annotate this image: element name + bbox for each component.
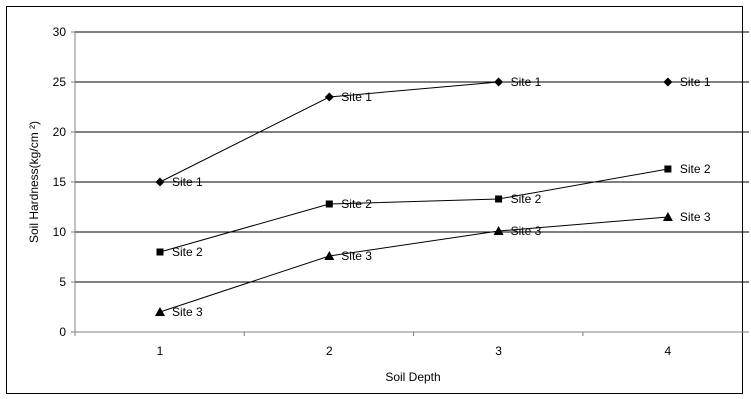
data-point-site-1: [494, 77, 504, 87]
y-tick-label: 15: [53, 175, 67, 189]
data-point-site-3: [324, 251, 335, 260]
data-point-site-3: [493, 226, 504, 235]
series-line-site-1: [159, 81, 668, 183]
x-axis-title: Soil Depth: [385, 370, 440, 384]
data-label-site-1: Site 1: [341, 90, 372, 104]
chart-frame: [6, 6, 743, 394]
data-label-site-1: Site 1: [680, 75, 711, 89]
data-point-site-1: [324, 92, 334, 102]
grid-lines: [75, 31, 749, 283]
data-label-site-2: Site 2: [680, 162, 711, 176]
y-tick-label: 10: [53, 225, 67, 239]
y-tick-label: 5: [59, 275, 66, 289]
y-axis-title: Soil Hardness(kg/cm ²): [27, 121, 41, 243]
data-label-site-3: Site 3: [511, 224, 542, 238]
data-point-site-3: [662, 212, 673, 221]
data-label-site-3: Site 3: [341, 249, 372, 263]
data-point-site-2: [156, 248, 164, 256]
data-label-site-3: Site 3: [680, 210, 711, 224]
data-label-site-2: Site 2: [511, 192, 542, 206]
y-tick-label: 20: [53, 125, 67, 139]
data-point-site-2: [495, 195, 503, 203]
series-line-site-3: [159, 216, 668, 313]
data-point-site-3: [155, 307, 165, 316]
data-label-site-1: Site 1: [511, 75, 542, 89]
series-lines: [159, 81, 668, 313]
y-tick-label: 25: [53, 75, 67, 89]
data-label-site-2: Site 2: [172, 245, 203, 259]
x-tick-label: 3: [495, 344, 502, 358]
data-point-site-1: [663, 77, 673, 87]
y-tick-label: 0: [59, 325, 66, 339]
data-point-site-2: [325, 200, 333, 208]
data-labels: Site 1 Site 1 Site 1 Site 1 Site 2 Site 2 Site…: [172, 75, 711, 319]
x-tick-label: 2: [326, 344, 333, 358]
series-line-site-2: [159, 168, 668, 253]
y-tick-label: 30: [53, 25, 67, 39]
data-label-site-2: Site 2: [341, 197, 372, 211]
x-tick-label: 1: [157, 344, 164, 358]
x-tick-label: 4: [665, 344, 672, 358]
data-point-site-2: [664, 165, 672, 173]
axes: 0 5 10 15 20 25 30 1 2 3 4: [53, 25, 749, 358]
data-label-site-3: Site 3: [172, 305, 203, 319]
data-label-site-1: Site 1: [172, 175, 203, 189]
data-point-site-1: [155, 177, 165, 187]
data-markers: [155, 77, 673, 316]
